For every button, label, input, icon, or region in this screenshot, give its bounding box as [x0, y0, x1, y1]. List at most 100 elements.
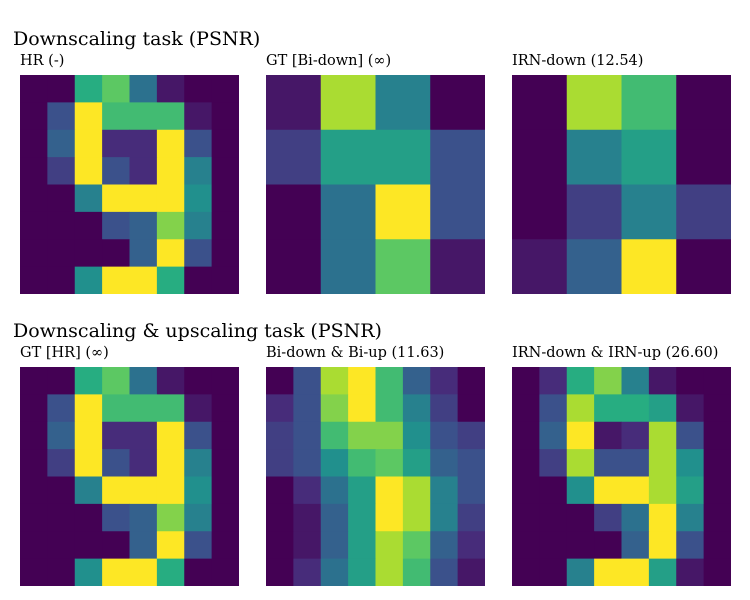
heatmap-cell [457, 394, 485, 423]
heatmap-cell [348, 531, 376, 560]
heatmap-cell [676, 421, 705, 450]
heatmap-cell [621, 558, 650, 586]
heatmap-cell [74, 394, 103, 423]
heatmap-cell [512, 503, 540, 532]
heatmap-cell [676, 449, 705, 477]
heatmap-cell [47, 239, 76, 268]
heatmap-bi-down-bi-up [266, 367, 485, 586]
heatmap-cell [74, 157, 103, 185]
panel-title-gt-hr: GT [HR] (∞) [20, 345, 109, 361]
heatmap-cell [266, 129, 322, 185]
heatmap-cell [402, 394, 431, 423]
heatmap-cell [566, 129, 622, 185]
heatmap-cell [102, 129, 130, 158]
heatmap-cell [129, 476, 158, 505]
heatmap-cell [20, 421, 48, 450]
heatmap-cell [512, 476, 540, 505]
heatmap-cell [47, 503, 76, 532]
heatmap-cell [102, 266, 130, 294]
heatmap-cell [676, 476, 705, 505]
heatmap-cell [156, 558, 185, 586]
heatmap-cell [102, 531, 130, 560]
heatmap-cell [402, 558, 431, 586]
heatmap-cell [512, 421, 540, 450]
heatmap-cell [20, 211, 48, 240]
heatmap-cell [129, 503, 158, 532]
heatmap-cell [648, 558, 677, 586]
heatmap-cell [184, 75, 213, 103]
heatmap-cell [621, 75, 677, 131]
heatmap-cell [266, 531, 294, 560]
heatmap-cell [102, 239, 130, 268]
heatmap-cell [703, 558, 731, 586]
heatmap-cell [20, 157, 48, 185]
heatmap-hr [20, 75, 239, 294]
heatmap-cell [156, 239, 185, 268]
heatmap-cell [74, 184, 103, 213]
heatmap-cell [20, 102, 48, 131]
heatmap-cell [402, 421, 431, 450]
heatmap-cell [129, 558, 158, 586]
heatmap-cell [375, 75, 431, 131]
heatmap-irn-down [512, 75, 731, 294]
heatmap-cell [74, 239, 103, 268]
heatmap-cell [539, 394, 568, 423]
heatmap-cell [47, 75, 76, 103]
heatmap-cell [457, 531, 485, 560]
heatmap-cell [129, 75, 158, 103]
heatmap-cell [594, 367, 622, 395]
heatmap-cell [348, 394, 376, 423]
heatmap-cell [539, 367, 568, 395]
heatmap-cell [184, 129, 213, 158]
heatmap-cell [47, 129, 76, 158]
heatmap-cell [320, 184, 376, 240]
heatmap-cell [156, 476, 185, 505]
heatmap-cell [320, 239, 376, 294]
heatmap-cell [594, 503, 622, 532]
section-title-downscaling: Downscaling task (PSNR) [13, 28, 261, 50]
heatmap-cell [211, 211, 239, 240]
heatmap-cell [47, 266, 76, 294]
heatmap-cell [47, 449, 76, 477]
heatmap-cell [47, 394, 76, 423]
heatmap-cell [74, 449, 103, 477]
heatmap-cell [129, 211, 158, 240]
heatmap-cell [348, 476, 376, 505]
heatmap-cell [621, 476, 650, 505]
heatmap-cell [293, 503, 322, 532]
heatmap-cell [156, 211, 185, 240]
heatmap-cell [430, 239, 485, 294]
heatmap-cell [457, 367, 485, 395]
heatmap-cell [47, 184, 76, 213]
heatmap-cell [102, 157, 130, 185]
heatmap-cell [512, 239, 568, 294]
heatmap-cell [594, 476, 622, 505]
heatmap-cell [512, 558, 540, 586]
heatmap-cell [430, 75, 485, 131]
heatmap-cell [512, 394, 540, 423]
heatmap-cell [320, 449, 349, 477]
heatmap-cell [512, 531, 540, 560]
heatmap-cell [156, 129, 185, 158]
heatmap-cell [430, 421, 459, 450]
heatmap-cell [676, 394, 705, 423]
heatmap-cell [129, 102, 158, 131]
heatmap-cell [512, 184, 568, 240]
heatmap-cell [320, 476, 349, 505]
heatmap-cell [375, 476, 404, 505]
heatmap-cell [375, 394, 404, 423]
heatmap-cell [430, 184, 485, 240]
heatmap-cell [320, 558, 349, 586]
heatmap-cell [621, 367, 650, 395]
heatmap-cell [539, 421, 568, 450]
heatmap-cell [539, 558, 568, 586]
heatmap-cell [594, 531, 622, 560]
heatmap-cell [566, 476, 595, 505]
heatmap-cell [648, 421, 677, 450]
heatmap-cell [156, 266, 185, 294]
heatmap-cell [293, 476, 322, 505]
heatmap-cell [129, 239, 158, 268]
heatmap-cell [266, 367, 294, 395]
heatmap-cell [676, 531, 705, 560]
heatmap-cell [594, 394, 622, 423]
